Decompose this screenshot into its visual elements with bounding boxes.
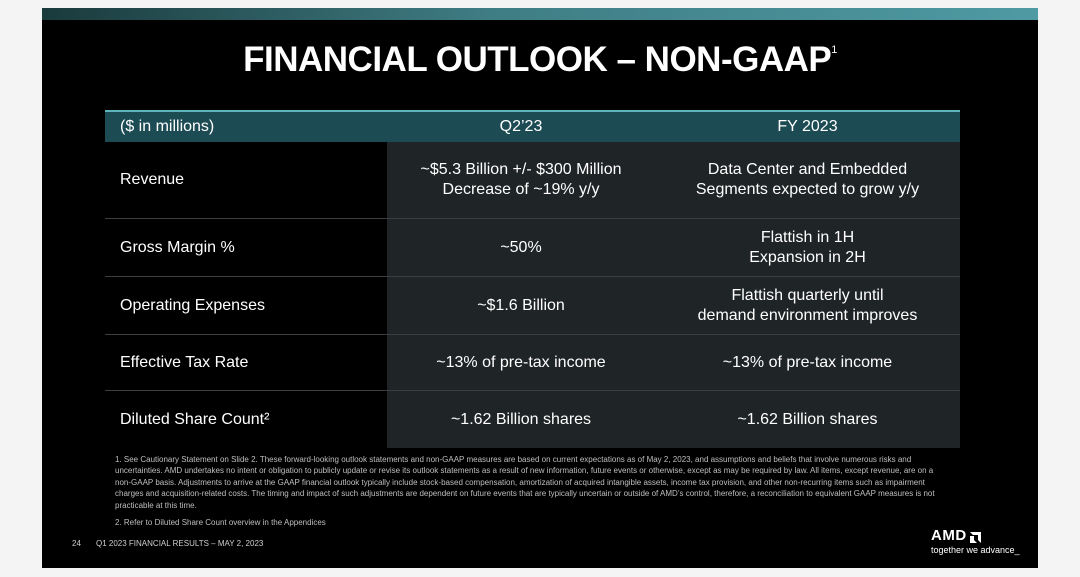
- fy-value: ~13% of pre-tax income: [655, 335, 960, 390]
- value-line: ~$1.6 Billion: [477, 296, 565, 314]
- header-units: ($ in millions): [120, 118, 215, 135]
- table-row: Operating Expenses ~$1.6 Billion Flattis…: [105, 277, 960, 335]
- logo-wordmark: AMD: [931, 527, 967, 544]
- row-label: Diluted Share Count²: [105, 391, 387, 448]
- q2-value: ~13% of pre-tax income: [387, 335, 655, 390]
- value-line: demand environment improves: [697, 306, 918, 324]
- q2-value: ~50%: [387, 219, 655, 276]
- value-line: ~1.62 Billion shares: [450, 410, 592, 428]
- value-line: Flattish in 1H: [760, 228, 855, 246]
- row-label: Gross Margin %: [105, 219, 387, 276]
- footnote-2: 2. Refer to Diluted Share Count overview…: [115, 518, 326, 528]
- fy-value: Data Center and Embedded Segments expect…: [655, 142, 960, 218]
- value-line: ~1.62 Billion shares: [737, 410, 878, 428]
- row-label: Revenue: [105, 142, 387, 218]
- q2-value: ~$1.6 Billion: [387, 277, 655, 334]
- value-line: ~50%: [500, 238, 542, 256]
- amd-logo: AMD together we advance_: [931, 527, 1020, 555]
- fy-value: Flattish quarterly until demand environm…: [655, 277, 960, 334]
- value-line: ~13% of pre-tax income: [436, 353, 606, 371]
- q2-value: ~$5.3 Billion +/- $300 Million Decrease …: [387, 142, 655, 218]
- top-accent-bar: [42, 8, 1038, 20]
- row-label: Effective Tax Rate: [105, 335, 387, 390]
- value-line: ~13% of pre-tax income: [722, 353, 893, 371]
- header-fy: FY 2023: [777, 118, 838, 135]
- table-row: Revenue ~$5.3 Billion +/- $300 Million D…: [105, 142, 960, 219]
- value-line: Flattish quarterly until: [731, 286, 884, 304]
- slide: FINANCIAL OUTLOOK – NON-GAAP1 ($ in mill…: [42, 8, 1038, 568]
- logo-tagline: together we advance_: [931, 545, 1020, 555]
- title-text: FINANCIAL OUTLOOK – NON-GAAP: [243, 40, 832, 79]
- value-line: Data Center and Embedded: [707, 161, 908, 178]
- fy-value: ~1.62 Billion shares: [655, 391, 960, 448]
- table-row: Diluted Share Count² ~1.62 Billion share…: [105, 391, 960, 448]
- page-number: 24: [72, 539, 81, 548]
- footer-text: Q1 2023 FINANCIAL RESULTS – MAY 2, 2023: [96, 539, 264, 548]
- slide-title: FINANCIAL OUTLOOK – NON-GAAP1: [42, 40, 1038, 80]
- q2-value: ~1.62 Billion shares: [387, 391, 655, 448]
- value-line: Decrease of ~19% y/y: [442, 181, 600, 198]
- fy-value: Flattish in 1H Expansion in 2H: [655, 219, 960, 276]
- row-label: Operating Expenses: [105, 277, 387, 334]
- outlook-table: ($ in millions) Q2’23 FY 2023 Revenue ~$…: [105, 110, 960, 448]
- footnotes: 1. See Cautionary Statement on Slide 2. …: [115, 454, 945, 528]
- table-row: Gross Margin % ~50% Flattish in 1H Expan…: [105, 219, 960, 277]
- table-row: Effective Tax Rate ~13% of pre-tax incom…: [105, 335, 960, 391]
- value-line: Segments expected to grow y/y: [695, 181, 920, 198]
- value-line: ~$5.3 Billion +/- $300 Million: [420, 161, 622, 178]
- value-line: Expansion in 2H: [749, 248, 866, 266]
- header-q2: Q2’23: [499, 118, 543, 135]
- table-header: ($ in millions) Q2’23 FY 2023: [105, 110, 960, 142]
- title-superscript: 1: [831, 44, 837, 56]
- amd-arrow-icon: [969, 530, 981, 543]
- footnote-1: 1. See Cautionary Statement on Slide 2. …: [115, 455, 935, 510]
